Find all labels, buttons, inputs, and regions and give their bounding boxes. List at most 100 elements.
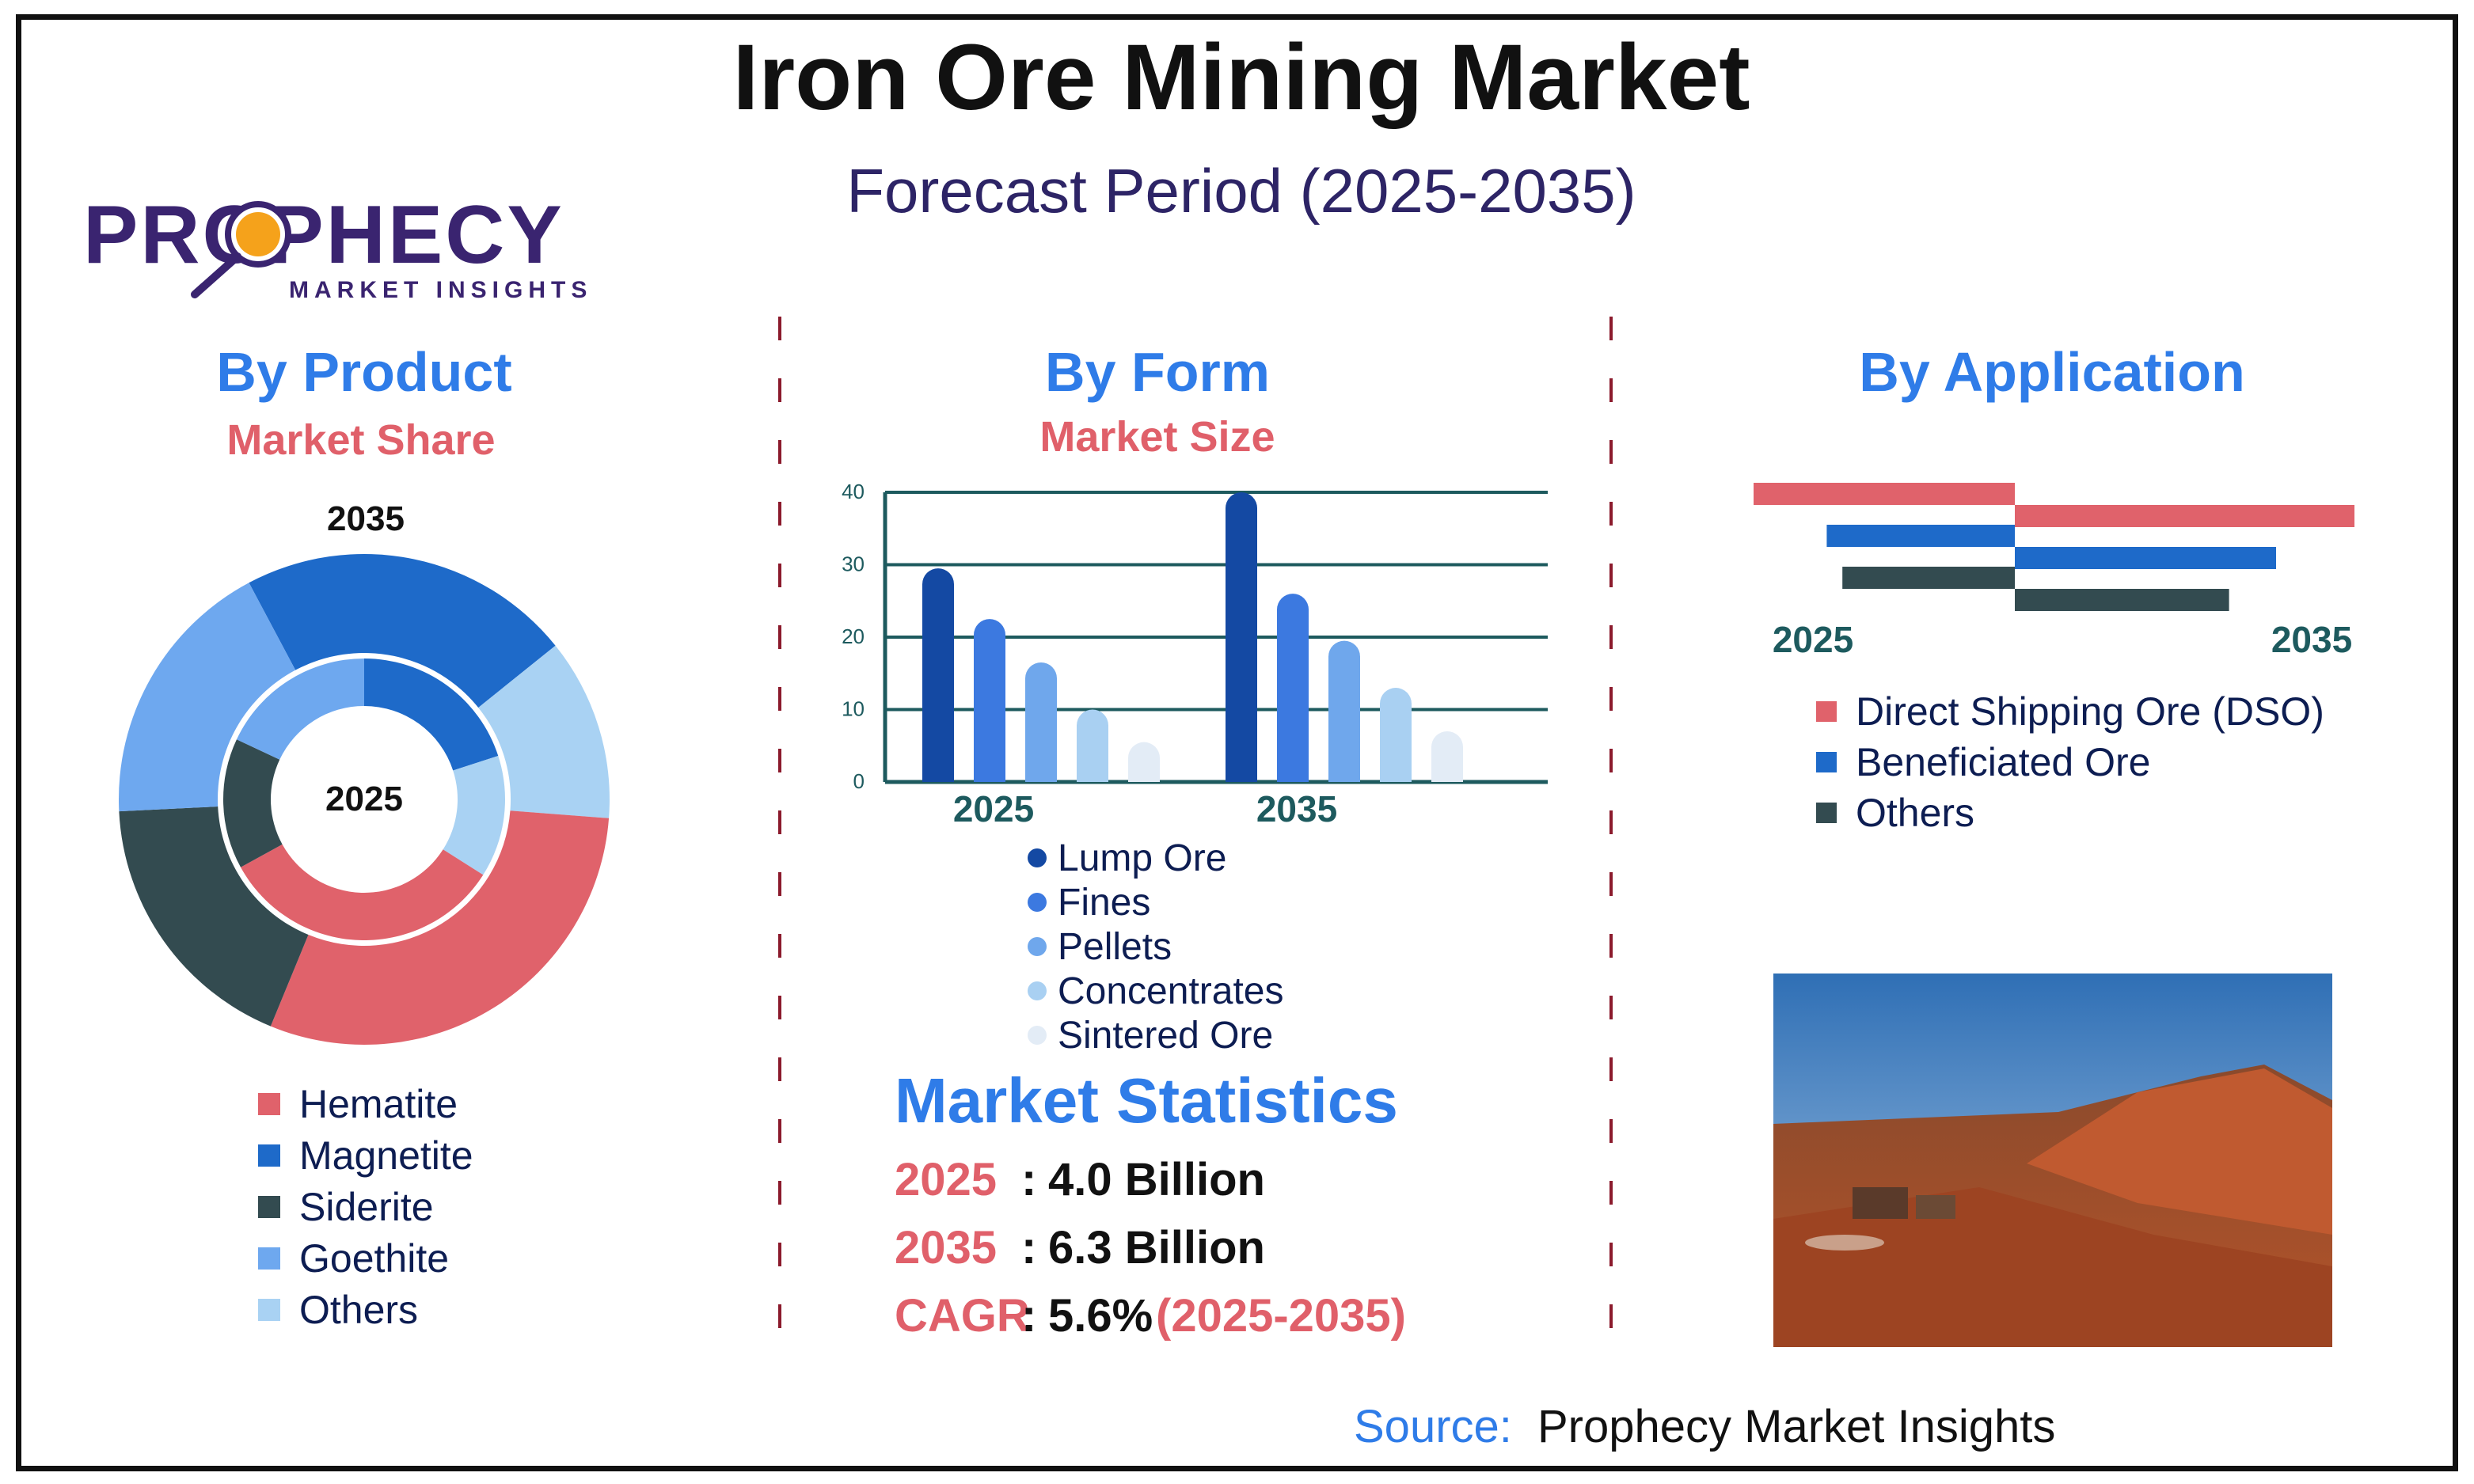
product-legend: Hematite Magnetite Siderite Goethite Others — [258, 1082, 473, 1332]
y-tick-label: 30 — [842, 552, 865, 576]
bar-fines-2025 — [974, 619, 1005, 782]
source-attribution: Source: Prophecy Market Insights — [1354, 1401, 2055, 1452]
legend-label: Concentrates — [1058, 970, 1284, 1012]
statistics-row-value: 4.0 Billion — [1048, 1154, 1265, 1205]
donut-slice-hematite-2025 — [241, 844, 484, 940]
statistics-row-cagr: CAGR : 5.6% (2025-2035) — [895, 1290, 1406, 1342]
by-product-subtitle: Market Share — [226, 416, 495, 464]
application-legend: Direct Shipping Ore (DSO) Beneficiated Or… — [1816, 689, 2324, 835]
legend-label: Beneficiated Ore — [1856, 740, 2150, 784]
legend-label: Sintered Ore — [1058, 1015, 1273, 1057]
legend-label: Lump Ore — [1058, 837, 1226, 879]
statistics-row-colon: : — [1021, 1290, 1036, 1342]
y-tick-label: 0 — [853, 769, 865, 793]
legend-label: Magnetite — [299, 1133, 473, 1178]
legend-swatch — [1816, 752, 1837, 772]
statistics-row-2025: 2025 : 4.0 Billion — [895, 1154, 1265, 1205]
legend-label: Siderite — [299, 1185, 434, 1229]
page-title: Iron Ore Mining Market — [732, 25, 1750, 130]
bar-lump-ore-2025 — [922, 568, 954, 782]
donut-slice-magnetite-2025 — [364, 659, 499, 771]
bar-others-2035 — [2015, 589, 2229, 611]
legend-label: Direct Shipping Ore (DSO) — [1856, 689, 2324, 734]
donut-inner-ring-label: 2025 — [325, 780, 403, 818]
donut-slice-hematite-2035 — [270, 810, 610, 1045]
category-label: 2025 — [1773, 619, 1853, 660]
category-label: 2035 — [2271, 619, 2352, 660]
legend-label: Others — [299, 1288, 418, 1332]
legend-swatch — [258, 1144, 280, 1167]
legend-label: Others — [1856, 791, 1974, 835]
bar-pellets-2025 — [1025, 662, 1057, 782]
statistics-row-label: 2025 — [895, 1154, 997, 1205]
page-subtitle: Forecast Period (2025-2035) — [846, 156, 1636, 226]
bar-fines-2035 — [1277, 594, 1309, 782]
mine-landscape-image — [1773, 974, 2332, 1347]
bar-pellets-2035 — [1328, 640, 1360, 782]
legend-swatch — [258, 1093, 280, 1115]
logo-tagline: MARKET INSIGHTS — [289, 277, 592, 303]
statistics-row-value: 5.6% — [1048, 1290, 1153, 1342]
bar-direct-shipping-ore-dso--2025 — [1754, 483, 2015, 505]
bar-sintered-ore-2025 — [1128, 742, 1160, 782]
donut-outer-ring-label: 2035 — [327, 499, 405, 538]
product-donut-chart — [118, 554, 610, 1045]
source-value: Prophecy Market Insights — [1537, 1401, 2055, 1452]
source-label: Source: — [1354, 1401, 1512, 1452]
bar-others-2025 — [1842, 567, 2015, 589]
by-form-title: By Form — [1045, 341, 1270, 403]
donut-slice-others-2025 — [443, 755, 505, 875]
legend-swatch — [258, 1247, 280, 1270]
legend-swatch — [1028, 893, 1047, 912]
company-logo: PROPHECY MARKET INSIGHTS — [83, 189, 592, 303]
statistics-row-period: (2025-2035) — [1156, 1290, 1406, 1342]
bar-beneficiated-ore-2025 — [1826, 525, 2015, 547]
donut-slice-siderite-2025 — [223, 739, 283, 867]
statistics-row-label: 2035 — [895, 1222, 997, 1273]
statistics-heading: Market Statistics — [895, 1065, 1398, 1136]
legend-swatch — [1028, 981, 1047, 1000]
bar-lump-ore-2035 — [1226, 492, 1257, 782]
y-tick-label: 40 — [842, 480, 865, 503]
y-tick-label: 20 — [842, 624, 865, 648]
magnifier-icon — [191, 201, 291, 298]
statistics-row-label: CAGR — [895, 1290, 1030, 1342]
statistics-row-value: 6.3 Billion — [1048, 1222, 1265, 1273]
bar-concentrates-2025 — [1077, 709, 1108, 782]
legend-swatch — [1816, 803, 1837, 823]
legend-label: Hematite — [299, 1082, 458, 1126]
by-product-title: By Product — [216, 341, 511, 403]
legend-swatch — [258, 1196, 280, 1218]
bar-concentrates-2035 — [1380, 688, 1412, 782]
donut-slice-magnetite-2035 — [249, 554, 556, 708]
x-category-label: 2025 — [953, 788, 1034, 829]
y-tick-label: 10 — [842, 697, 865, 721]
x-category-label: 2035 — [1256, 788, 1337, 829]
logo-brand-text: PROPHECY — [83, 189, 564, 281]
donut-slice-others-2035 — [478, 645, 610, 818]
donut-slice-goethite-2035 — [118, 583, 296, 812]
page-frame — [16, 14, 2458, 1471]
donut-slice-siderite-2035 — [119, 807, 309, 1027]
application-bar-chart: 2025 2035 — [1754, 483, 2354, 660]
form-legend: Lump OreFinesPelletsConcentratesSintered… — [1028, 837, 1284, 1057]
statistics-row-colon: : — [1021, 1154, 1036, 1205]
donut-slice-goethite-2025 — [236, 659, 364, 760]
legend-label: Fines — [1058, 882, 1150, 924]
legend-swatch — [1028, 937, 1047, 956]
legend-label: Goethite — [299, 1236, 449, 1281]
legend-swatch — [258, 1299, 280, 1321]
legend-swatch — [1816, 701, 1837, 722]
donut-center-hole — [315, 750, 413, 848]
legend-swatch — [1028, 848, 1047, 867]
bar-direct-shipping-ore-dso--2035 — [2015, 505, 2354, 527]
by-form-subtitle: Market Size — [1039, 413, 1275, 461]
bar-beneficiated-ore-2035 — [2015, 547, 2276, 569]
form-bar-chart: 0 10 20 30 40 2025 2035 — [842, 480, 1548, 829]
bar-sintered-ore-2035 — [1431, 731, 1463, 782]
statistics-row-2035: 2035 : 6.3 Billion — [895, 1222, 1265, 1273]
legend-label: Pellets — [1058, 926, 1172, 968]
by-application-title: By Application — [1859, 341, 2244, 403]
